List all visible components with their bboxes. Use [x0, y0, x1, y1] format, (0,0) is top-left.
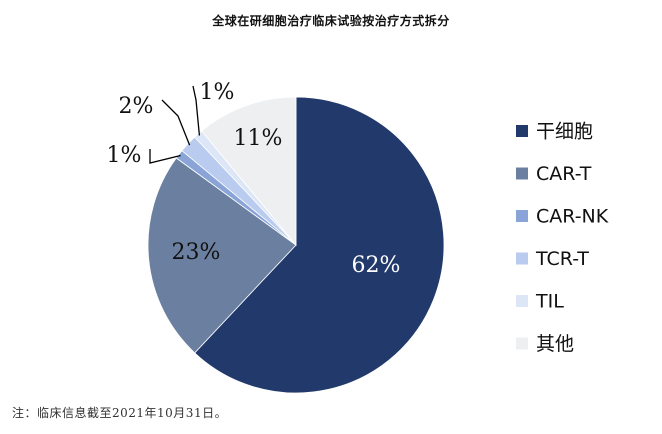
legend-swatch-stem-cell	[516, 125, 528, 137]
legend-swatch-til	[516, 295, 528, 307]
legend-label-car-t: CAR-T	[536, 163, 592, 185]
data-label-stem-cell: 62%	[352, 253, 401, 278]
legend-label-other: 其他	[536, 333, 574, 355]
pie-slice-other	[201, 96, 297, 247]
data-label-car-nk: 1%	[107, 143, 142, 168]
legend-label-tcr-t: TCR-T	[535, 248, 589, 270]
leader-line-til	[192, 85, 201, 136]
data-label-tcr-t: 2%	[119, 94, 154, 119]
legend-swatch-tcr-t	[516, 252, 528, 265]
legend-swatch-other	[516, 337, 528, 350]
leader-line-car-nk	[149, 149, 181, 164]
legend-swatch-car-nk	[516, 210, 528, 222]
legend-swatch-car-t	[516, 167, 528, 180]
leader-line-tcr-t	[161, 99, 191, 146]
pie-slice-stem-cell	[194, 96, 445, 394]
data-label-other: 11%	[234, 126, 283, 151]
legend-label-car-nk: CAR-NK	[536, 206, 609, 228]
pie-slice-car-t	[147, 157, 297, 354]
data-label-car-t: 23%	[172, 240, 221, 265]
chart-title: 全球在研细胞治疗临床试验按治疗方式拆分	[212, 14, 450, 28]
source-note: 注：临床信息截至2021年10月31日。	[12, 406, 228, 420]
legend-label-til: TIL	[535, 291, 564, 313]
legend-label-stem-cell: 干细胞	[536, 121, 593, 143]
data-label-til: 1%	[200, 80, 235, 105]
